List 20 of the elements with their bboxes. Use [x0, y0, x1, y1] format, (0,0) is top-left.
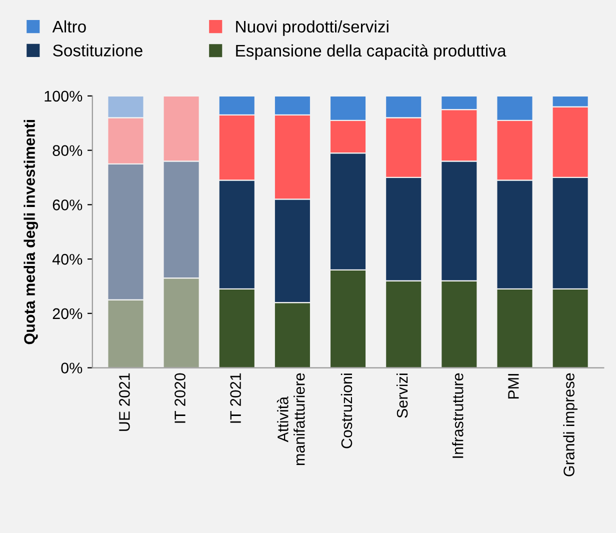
- y-tick-label: 80%: [52, 145, 82, 156]
- x-tick-label: IT 2020: [174, 373, 186, 423]
- y-tick-label: 100%: [44, 90, 82, 102]
- x-tick-label: Grandi imprese: [563, 373, 578, 476]
- legend-label: Sostituzione: [53, 44, 142, 56]
- y-tick-label: 60%: [52, 200, 82, 210]
- x-tick-label: UE 2021: [119, 373, 130, 431]
- y-tick-label: 40%: [52, 254, 82, 265]
- x-tick-label: IT 2021: [230, 373, 241, 423]
- legend-label: Nuovi prodotti/servizi: [236, 20, 388, 36]
- y-tick-label: 0%: [61, 362, 82, 374]
- y-tick-label: 20%: [52, 308, 82, 320]
- legend-label: Altro: [52, 20, 86, 33]
- x-tick-label: Costruzioni: [340, 374, 352, 448]
- x-tick-label: Attività manifatturiere: [276, 373, 305, 466]
- x-tick-label: Servizi: [396, 374, 408, 418]
- x-tick-label: PMI: [508, 374, 519, 399]
- legend-label: Espansione della capacità produttiva: [236, 44, 506, 60]
- x-tick-label: Infrastrutture: [452, 373, 464, 458]
- y-axis-title: Quota media degli investimenti: [24, 120, 38, 344]
